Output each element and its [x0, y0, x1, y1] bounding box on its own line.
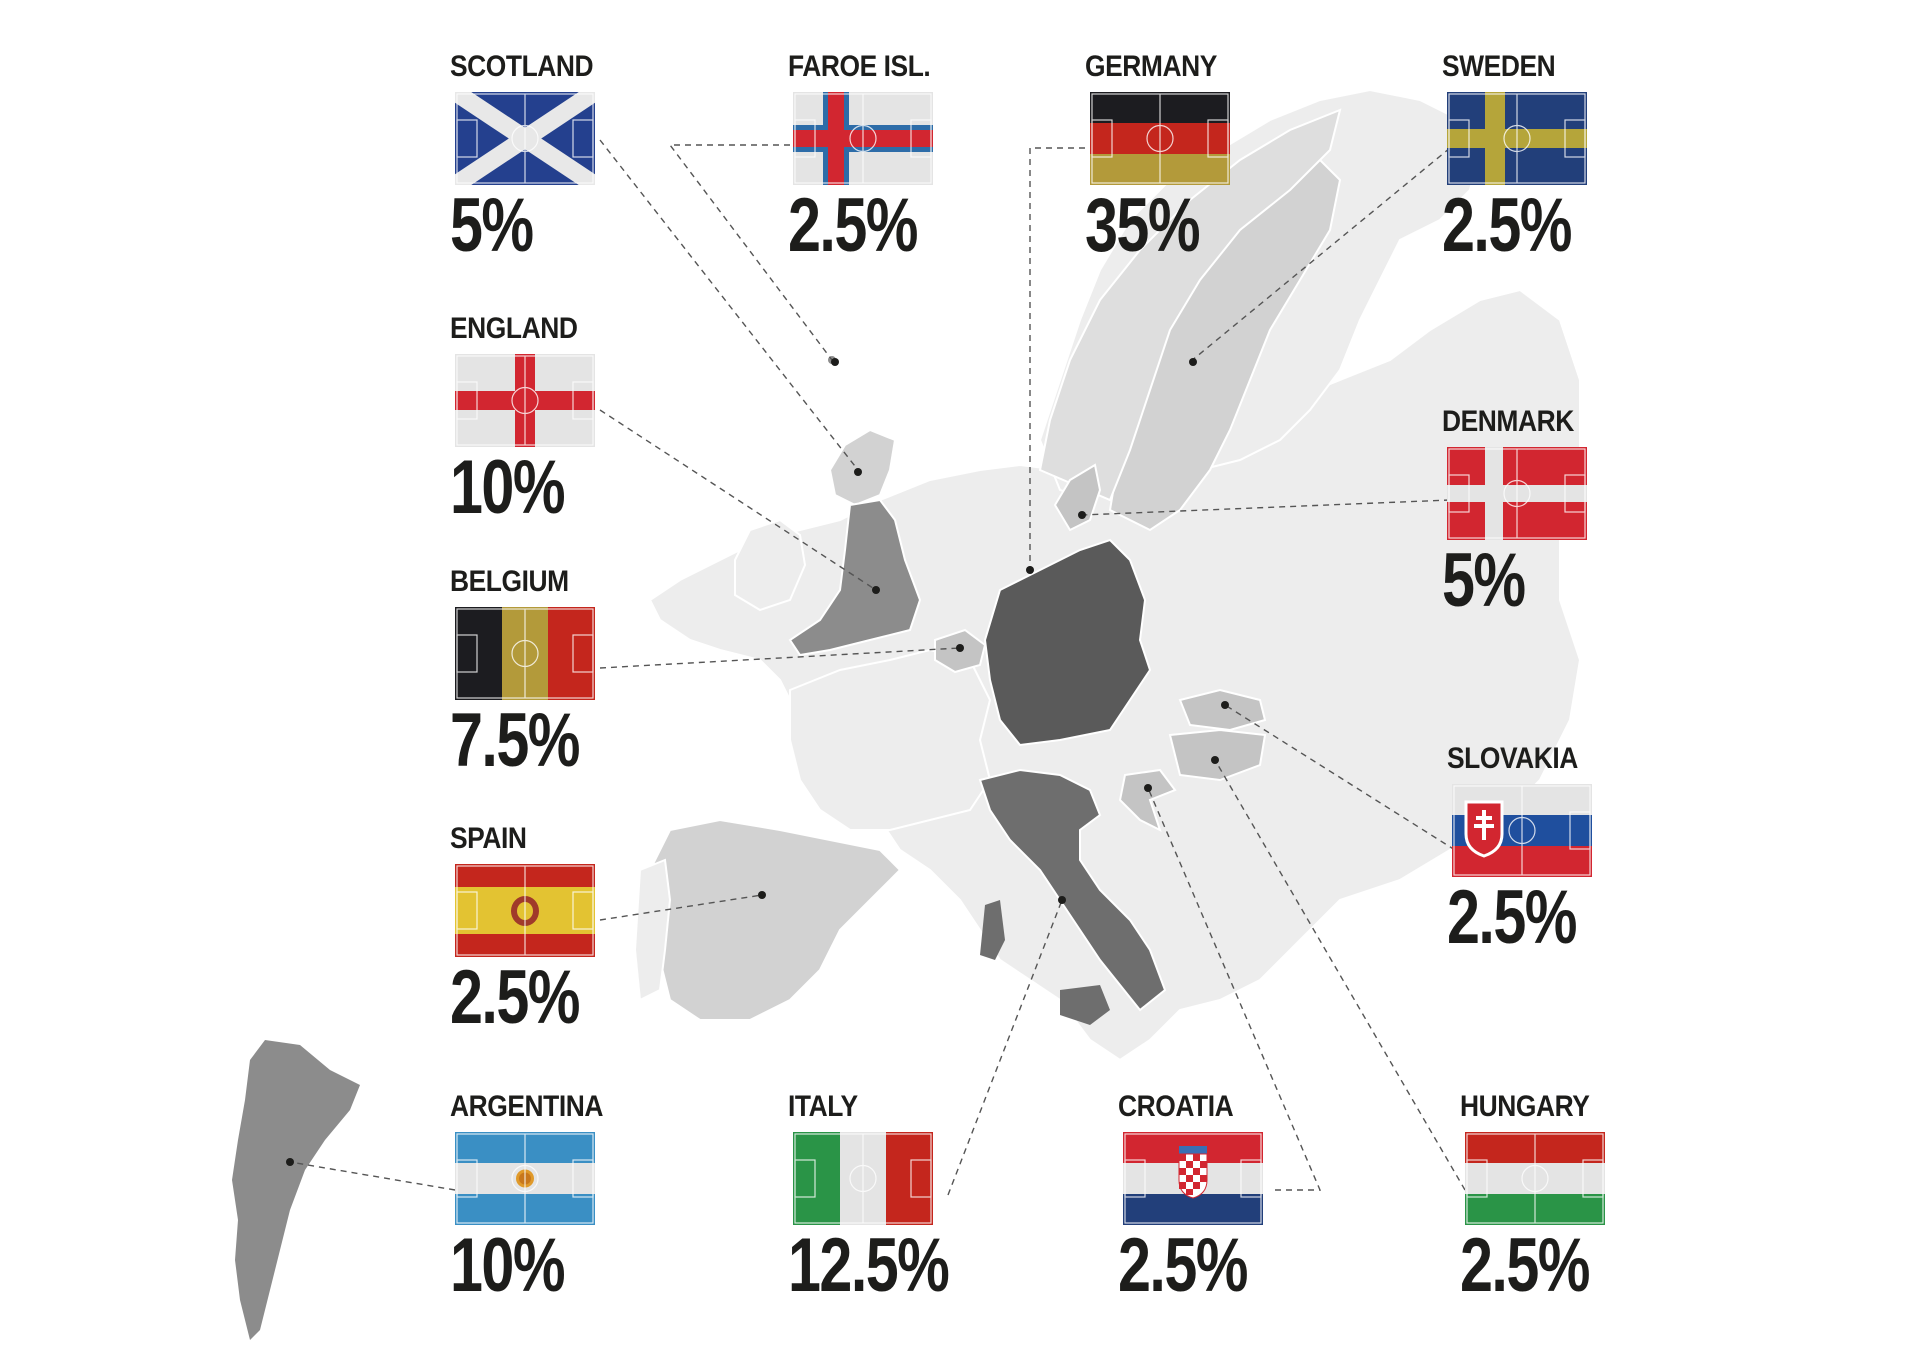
- scotland-flag-pitch-icon: [455, 92, 595, 185]
- country-name: ENGLAND: [450, 312, 578, 345]
- country-name: HUNGARY: [1460, 1090, 1590, 1123]
- argentina-region: [232, 1040, 360, 1340]
- england-flag-pitch-icon: [455, 354, 595, 447]
- share-value: 5%: [1442, 538, 1526, 623]
- share-value: 35%: [1085, 183, 1201, 268]
- hungary-flag-pitch-icon: [1465, 1132, 1605, 1225]
- share-value: 5%: [450, 183, 534, 268]
- share-value: 2.5%: [450, 955, 580, 1040]
- slovakia-region: [1178, 688, 1267, 732]
- leader-lines: [289, 139, 1466, 1196]
- scotland-region: [828, 428, 897, 507]
- share-value: 10%: [450, 1223, 566, 1308]
- hungary-region: [1168, 728, 1267, 782]
- croatia-region: [1118, 768, 1177, 832]
- country-name: ITALY: [788, 1090, 858, 1123]
- share-value: 7.5%: [450, 698, 580, 783]
- share-value: 12.5%: [788, 1223, 950, 1308]
- argentina-flag-pitch-icon: [455, 1132, 595, 1225]
- denmark-flag-pitch-icon: [1447, 447, 1587, 540]
- belgium-leader: [599, 647, 961, 669]
- sweden-flag-pitch-icon: [1447, 92, 1587, 185]
- ireland-region: [734, 518, 807, 612]
- italy-leader: [947, 899, 1063, 1196]
- country-name: SPAIN: [450, 822, 527, 855]
- slovakia-leader: [1224, 704, 1456, 851]
- country-name: SLOVAKIA: [1447, 742, 1578, 775]
- country-name: ARGENTINA: [450, 1090, 603, 1123]
- hungary-leader: [1214, 759, 1466, 1191]
- portugal-region: [633, 858, 672, 1002]
- germany-region: [983, 538, 1152, 747]
- share-value: 2.5%: [1442, 183, 1572, 268]
- leader-dots: [286, 358, 1229, 1166]
- spain-region: [649, 818, 902, 1021]
- france-region: [789, 648, 992, 831]
- sicily-region: [1060, 985, 1110, 1025]
- argentina-leader: [289, 1161, 456, 1191]
- faroe-flag-pitch-icon: [793, 92, 933, 185]
- country-name: BELGIUM: [450, 565, 569, 598]
- country-name: SCOTLAND: [450, 50, 594, 83]
- belgium-flag-pitch-icon: [455, 607, 595, 700]
- denmark-region: [1053, 463, 1102, 532]
- share-value: 2.5%: [1447, 875, 1577, 960]
- share-value: 2.5%: [1118, 1223, 1248, 1308]
- sweden-leader: [1189, 147, 1451, 363]
- country-name: GERMANY: [1085, 50, 1217, 83]
- spain-leader: [599, 894, 763, 921]
- germany-leader: [1029, 147, 1085, 570]
- croatia-flag-pitch-icon: [1123, 1132, 1263, 1225]
- england-region: [788, 498, 922, 657]
- share-value: 10%: [450, 445, 566, 530]
- slovakia-flag-pitch-icon: [1452, 784, 1592, 877]
- scotland-leader: [599, 139, 859, 471]
- share-value: 2.5%: [1460, 1223, 1590, 1308]
- country-name: DENMARK: [1442, 405, 1574, 438]
- share-value: 2.5%: [788, 183, 918, 268]
- country-name: FAROE ISL.: [788, 50, 931, 83]
- country-name: CROATIA: [1118, 1090, 1234, 1123]
- sardinia-region: [980, 900, 1005, 960]
- norway-region: [1038, 108, 1342, 502]
- croatia-leader: [1147, 787, 1322, 1191]
- spain-flag-pitch-icon: [455, 864, 595, 957]
- faroe-leader: [668, 144, 833, 361]
- italy-flag-pitch-icon: [793, 1132, 933, 1225]
- country-name: SWEDEN: [1442, 50, 1556, 83]
- italy-region: [978, 768, 1167, 1012]
- germany-flag-pitch-icon: [1090, 92, 1230, 185]
